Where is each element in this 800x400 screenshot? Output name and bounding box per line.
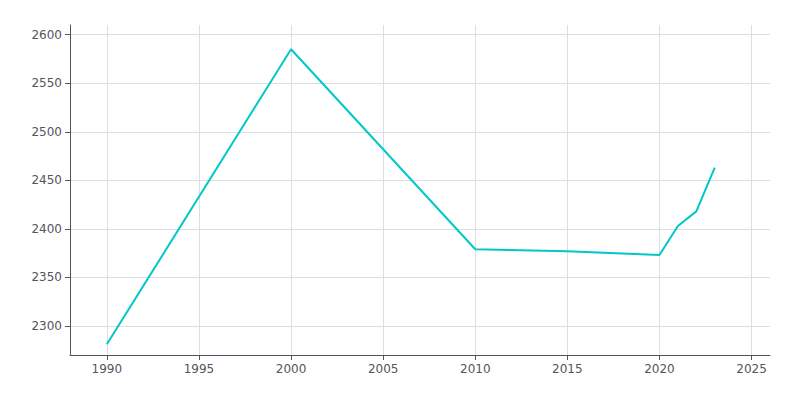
svg-text:2350: 2350 bbox=[31, 270, 62, 284]
svg-text:2500: 2500 bbox=[31, 125, 62, 139]
svg-text:2020: 2020 bbox=[644, 362, 675, 376]
svg-text:2025: 2025 bbox=[736, 362, 767, 376]
svg-text:2300: 2300 bbox=[31, 319, 62, 333]
svg-text:1995: 1995 bbox=[184, 362, 215, 376]
svg-text:2010: 2010 bbox=[460, 362, 491, 376]
svg-text:2015: 2015 bbox=[552, 362, 583, 376]
svg-text:2550: 2550 bbox=[31, 76, 62, 90]
svg-text:2400: 2400 bbox=[31, 222, 62, 236]
svg-text:2450: 2450 bbox=[31, 173, 62, 187]
svg-text:1990: 1990 bbox=[92, 362, 123, 376]
svg-text:2600: 2600 bbox=[31, 28, 62, 42]
svg-text:2000: 2000 bbox=[276, 362, 307, 376]
svg-text:2005: 2005 bbox=[368, 362, 399, 376]
